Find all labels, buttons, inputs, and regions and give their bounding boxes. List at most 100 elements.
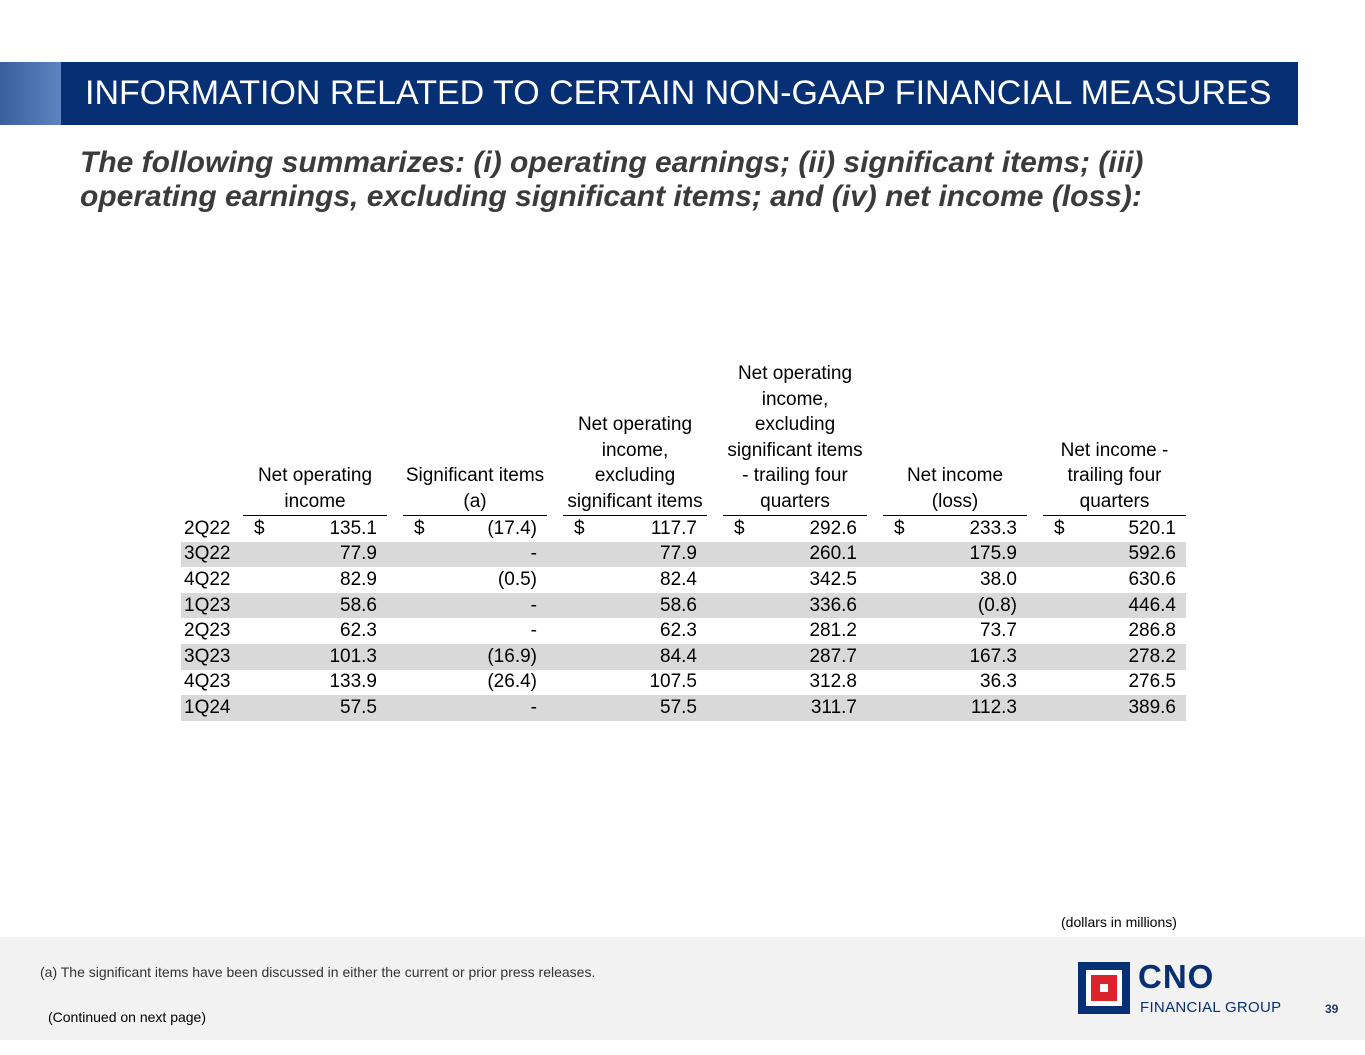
table-cell: 286.8 <box>1128 620 1176 642</box>
table-cell: $135.1 <box>243 516 387 542</box>
column-gap <box>387 592 403 619</box>
table-cell: 342.5 <box>809 568 857 590</box>
column-gap <box>387 618 403 644</box>
table-cell: 36.3 <box>980 671 1017 693</box>
table-cell: - <box>403 695 547 721</box>
cno-logo: CNO FINANCIAL GROUP <box>1078 958 1288 1018</box>
table-cell: $ (17.4) <box>403 516 547 542</box>
column-header: Net income (loss) <box>883 361 1027 516</box>
column-gap <box>547 592 563 619</box>
footnote: (a) The significant items have been disc… <box>40 964 596 980</box>
column-gap <box>867 541 883 568</box>
table-cell: 112.3 <box>883 695 1027 721</box>
column-header: Net operating income, excluding signific… <box>563 361 707 516</box>
page-number: 39 <box>1325 1002 1339 1016</box>
column-gap <box>1027 516 1043 542</box>
currency-symbol: $ <box>894 517 905 539</box>
row-label: 1Q23 <box>181 592 243 619</box>
column-gap <box>707 516 723 542</box>
column-gap <box>1027 695 1043 721</box>
table-cell: 84.4 <box>563 643 707 670</box>
column-gap <box>707 670 723 696</box>
column-gap <box>707 567 723 593</box>
table-cell: - <box>403 541 547 568</box>
financial-table: Net operating income Significant items (… <box>181 361 1186 721</box>
table-cell: 57.5 <box>243 695 387 721</box>
column-gap <box>707 695 723 721</box>
column-gap <box>387 670 403 696</box>
table-cell: 38.0 <box>980 568 1017 590</box>
table-cell: - <box>530 620 537 642</box>
column-gap <box>1027 670 1043 696</box>
cell-value: 292.6 <box>809 517 857 539</box>
table-cell: 592.6 <box>1043 541 1186 568</box>
table-row: 3Q23 101.3 (16.9) 84.4 287.7 167.3 278.2 <box>181 643 1186 670</box>
table-cell: 58.6 <box>243 592 387 619</box>
footer-band <box>0 937 1365 1040</box>
column-gap <box>867 592 883 619</box>
units-note: (dollars in millions) <box>1061 914 1177 930</box>
table-row: 1Q24 57.5-57.5 311.7 112.3 389.6 <box>181 695 1186 721</box>
column-gap <box>707 541 723 568</box>
cell-value: 233.3 <box>969 517 1017 539</box>
column-gap <box>547 541 563 568</box>
table-cell: $117.7 <box>563 516 707 542</box>
table-cell: 287.7 <box>723 643 867 670</box>
table-cell: $520.1 <box>1043 516 1186 542</box>
table-cell: (0.8) <box>883 592 1027 619</box>
column-gap <box>547 567 563 593</box>
currency-symbol: $ <box>254 517 265 539</box>
column-gap <box>387 643 403 670</box>
table-cell: 281.2 <box>809 620 857 642</box>
currency-symbol: $ <box>574 517 585 539</box>
table-cell: 82.4 <box>660 568 697 590</box>
column-gap <box>387 695 403 721</box>
table-body: 2Q22 $135.1 $ (17.4) $117.7 $292.6 $233.3 $520.… <box>181 516 1186 721</box>
table-row: 3Q22 77.9-77.9 260.1 175.9 592.6 <box>181 541 1186 568</box>
table-header-row: Net operating income Significant items (… <box>181 361 1186 516</box>
column-gap <box>1027 618 1043 644</box>
currency-symbol: $ <box>414 517 425 539</box>
row-label-header <box>181 361 243 516</box>
column-gap <box>1027 567 1043 593</box>
table-cell: (26.4) <box>487 671 537 693</box>
table-cell: 167.3 <box>883 643 1027 670</box>
table-cell: 311.7 <box>723 695 867 721</box>
table-cell: 175.9 <box>883 541 1027 568</box>
column-gap <box>547 618 563 644</box>
cell-value: 520.1 <box>1128 517 1176 539</box>
table-cell: 62.3 <box>340 620 377 642</box>
logo-subtitle: FINANCIAL GROUP <box>1140 999 1282 1016</box>
table-cell: 312.8 <box>809 671 857 693</box>
table-cell: $233.3 <box>883 516 1027 542</box>
column-gap <box>707 592 723 619</box>
table-row: 1Q23 58.6-58.6 336.6 (0.8) 446.4 <box>181 592 1186 619</box>
column-gap <box>387 541 403 568</box>
table-cell: 630.6 <box>1128 568 1176 590</box>
table-cell: 62.3 <box>660 620 697 642</box>
table-cell: $292.6 <box>723 516 867 542</box>
column-gap <box>387 516 403 542</box>
column-gap <box>867 695 883 721</box>
column-gap <box>867 567 883 593</box>
column-gap <box>547 695 563 721</box>
row-label: 1Q24 <box>181 695 243 721</box>
column-gap <box>867 516 883 542</box>
column-gap <box>547 670 563 696</box>
table-cell: 57.5 <box>563 695 707 721</box>
table-cell: 260.1 <box>723 541 867 568</box>
row-label: 2Q22 <box>184 517 231 539</box>
slide-subtitle: The following summarizes: (i) operating … <box>80 146 1144 213</box>
table-cell: 58.6 <box>563 592 707 619</box>
column-gap <box>707 618 723 644</box>
row-label: 3Q22 <box>181 541 243 568</box>
column-gap <box>867 618 883 644</box>
row-label: 4Q22 <box>184 568 231 590</box>
table-cell: 77.9 <box>563 541 707 568</box>
column-gap <box>1027 541 1043 568</box>
row-label: 3Q23 <box>181 643 243 670</box>
column-gap <box>867 643 883 670</box>
cell-value: 117.7 <box>650 517 697 539</box>
table-cell: 336.6 <box>723 592 867 619</box>
table-row: 4Q23 133.9 (26.4) 107.5 312.8 36.3 276.5 <box>181 670 1186 696</box>
